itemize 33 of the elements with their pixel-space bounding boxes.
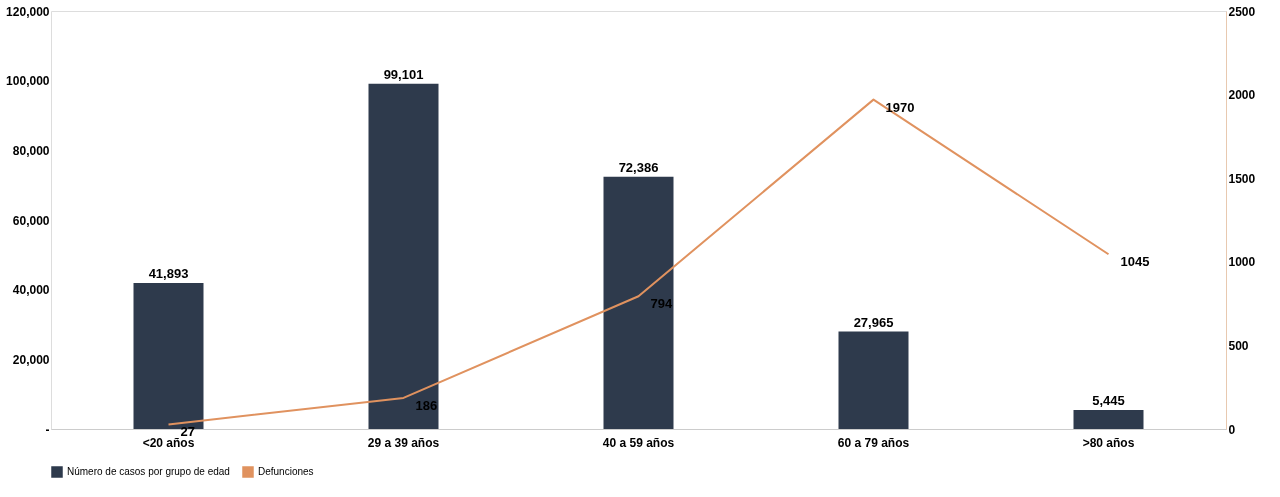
bar: [133, 283, 204, 429]
y-tick-label: 80,000: [12, 143, 50, 158]
bar: [603, 176, 674, 429]
x-tick-label: 40 a 59 años: [602, 435, 675, 450]
y-tick-label: 20,000: [12, 352, 50, 367]
x-tick-label: 60 a 79 años: [837, 435, 910, 450]
x-tick-label: 29 a 39 años: [367, 435, 440, 450]
y-tick-label: -: [45, 422, 50, 437]
y2-tick-label: 2000: [1228, 88, 1256, 103]
data-label: 1045: [1120, 254, 1150, 270]
y2-tick-label: 1000: [1228, 255, 1256, 270]
legend-label: Defunciones: [258, 466, 314, 477]
data-label: 41,893: [148, 266, 189, 282]
data-label: 27,965: [853, 314, 894, 330]
y-tick-label: 40,000: [12, 283, 50, 298]
y-tick-label: 100,000: [6, 74, 50, 89]
bar: [1073, 410, 1144, 429]
bar: [838, 331, 909, 429]
data-label: 72,386: [618, 159, 659, 175]
y2-tick-label: 1500: [1228, 171, 1256, 186]
data-label: 5,445: [1092, 393, 1125, 409]
y-tick-label: 120,000: [6, 4, 50, 19]
y2-tick-label: 0: [1228, 422, 1236, 437]
data-label: 794: [650, 296, 673, 312]
legend-label: Número de casos por grupo de edad: [67, 466, 230, 477]
y2-tick-label: 500: [1228, 338, 1249, 353]
y-tick-label: 60,000: [12, 213, 50, 228]
data-label: 1970: [885, 99, 915, 115]
x-tick-label: >80 años: [1082, 435, 1135, 450]
bar: [368, 83, 439, 429]
data-label: 99,101: [383, 66, 424, 82]
y2-tick-label: 2500: [1228, 4, 1256, 19]
data-label: 186: [415, 397, 438, 413]
